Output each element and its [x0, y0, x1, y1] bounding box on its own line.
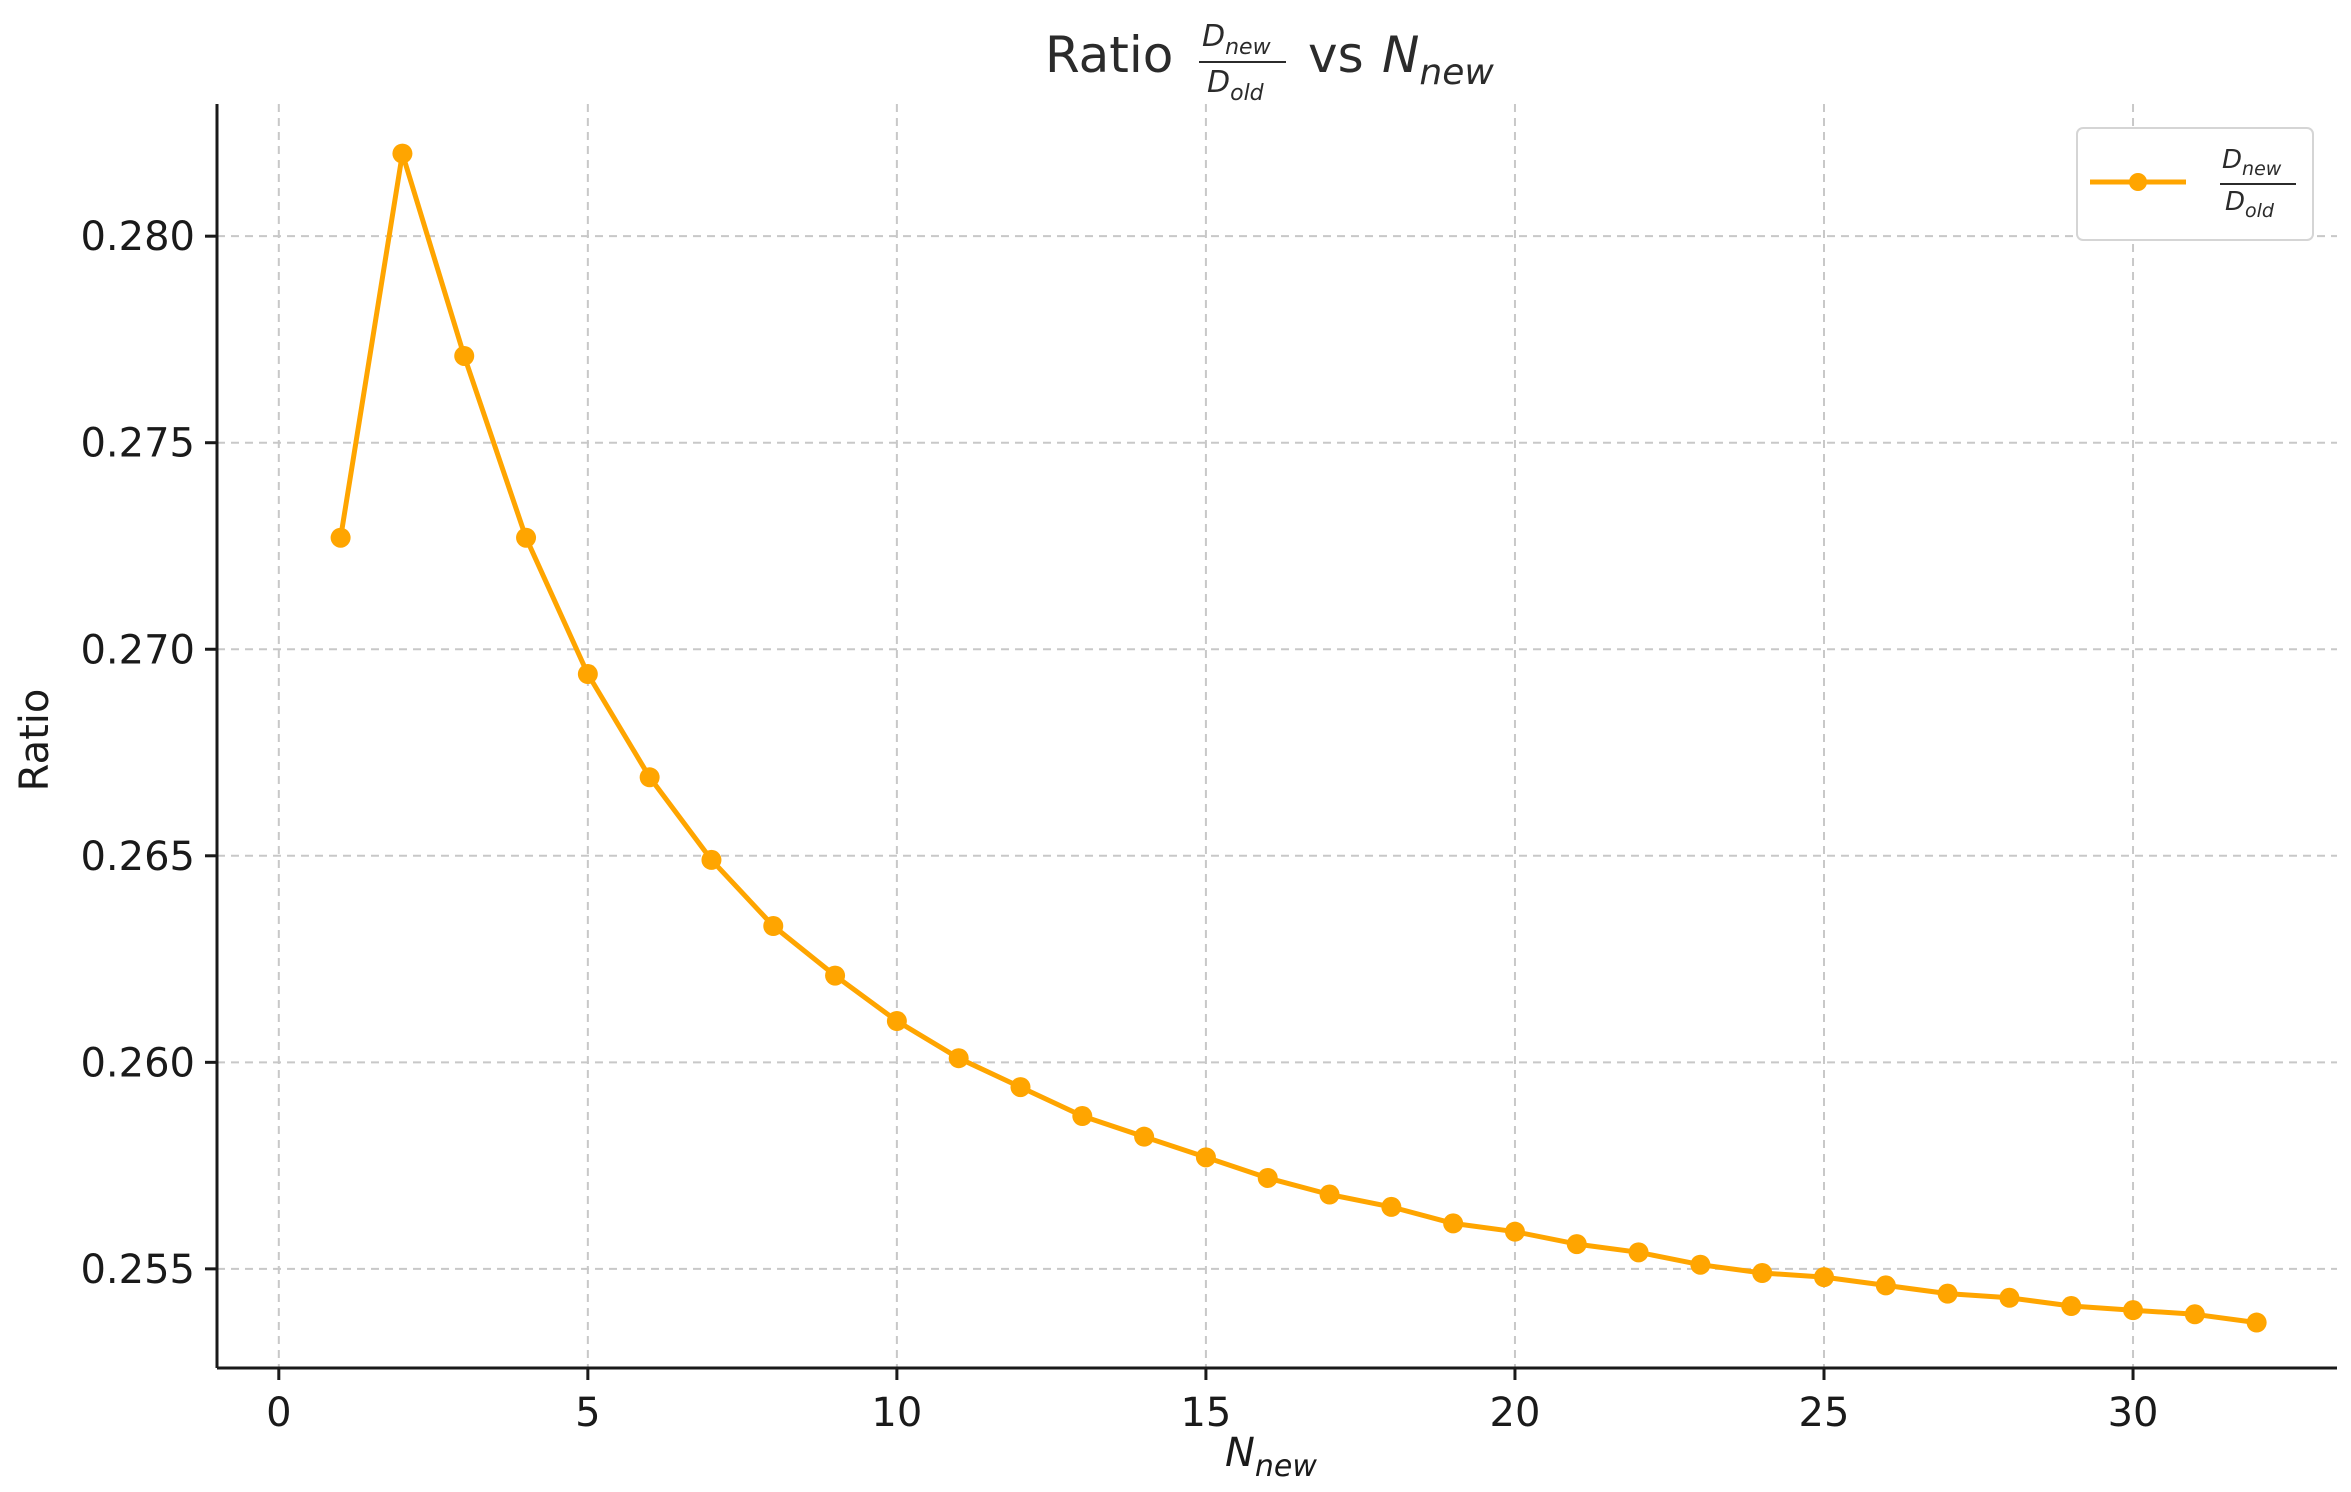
title-prefix: Ratio: [1045, 26, 1173, 84]
chart-title: Ratio Dnew Dold vs Nnew: [1045, 19, 1494, 106]
data-point: [2184, 1304, 2205, 1325]
legend-frame: [2076, 127, 2314, 241]
legend-label-denominator: Dold: [2225, 187, 2275, 222]
legend: Dnew Dold: [2076, 127, 2314, 241]
y-tick-label: 0.270: [80, 627, 195, 673]
title-vs: vs: [1308, 26, 1364, 84]
x-tick-label: 15: [1180, 1390, 1231, 1436]
y-tick-label: 0.275: [80, 421, 195, 467]
data-point: [763, 916, 784, 937]
data-point: [1937, 1283, 1958, 1304]
axes: [215, 104, 2337, 1370]
data-point: [454, 345, 475, 366]
x-tick-label: 10: [871, 1390, 922, 1436]
data-point: [1195, 1147, 1216, 1168]
data-point: [1010, 1077, 1031, 1098]
x-tick-label: 0: [266, 1390, 291, 1436]
data-point: [1752, 1262, 1773, 1283]
x-axis-label: Nnew: [1225, 1430, 1317, 1484]
data-point: [2061, 1296, 2082, 1317]
data-point: [1875, 1275, 1896, 1296]
data-point: [1381, 1196, 1402, 1217]
data-point: [2246, 1312, 2267, 1333]
y-tick-label: 0.260: [80, 1040, 195, 1086]
data-point: [639, 767, 660, 788]
data-point: [948, 1048, 969, 1069]
data-point: [825, 965, 846, 986]
data-point: [1999, 1287, 2020, 1308]
data-point: [1072, 1106, 1093, 1127]
x-ticks: 0 5 10 15 20 25 30: [266, 1368, 2158, 1436]
data-point: [1566, 1234, 1587, 1255]
series-line: [338, 151, 2258, 1326]
data-point: [701, 849, 722, 870]
title-fraction-denominator: Dold: [1207, 65, 1265, 106]
data-point: [516, 527, 537, 548]
x-tick-label: 30: [2108, 1390, 2159, 1436]
x-tick-label: 20: [1490, 1390, 1541, 1436]
series: [330, 143, 2267, 1333]
data-point: [330, 527, 351, 548]
legend-label-numerator: Dnew: [2222, 145, 2282, 180]
title-fraction-numerator: Dnew: [1202, 19, 1272, 60]
data-point: [1504, 1221, 1525, 1242]
data-point: [2123, 1300, 2144, 1321]
data-point: [1443, 1213, 1464, 1234]
y-ticks: 0.255 0.260 0.265 0.270 0.275 0.280: [80, 214, 217, 1293]
y-tick-label: 0.255: [80, 1247, 195, 1293]
data-point: [1257, 1167, 1278, 1188]
legend-marker-swatch: [2129, 173, 2147, 191]
y-tick-label: 0.265: [80, 834, 195, 880]
y-tick-label: 0.280: [80, 214, 195, 260]
data-point: [1134, 1126, 1155, 1147]
grid: [217, 104, 2337, 1368]
data-point: [1690, 1254, 1711, 1275]
data-point: [1628, 1242, 1649, 1263]
data-point: [1813, 1267, 1834, 1288]
title-variable: Nnew: [1382, 26, 1494, 93]
x-tick-label: 5: [575, 1390, 600, 1436]
x-tick-label: 25: [1799, 1390, 1850, 1436]
data-point: [577, 664, 598, 685]
data-point: [1319, 1184, 1340, 1205]
y-axis-label: Ratio: [12, 689, 58, 792]
data-point: [886, 1011, 907, 1032]
data-point: [392, 143, 413, 164]
